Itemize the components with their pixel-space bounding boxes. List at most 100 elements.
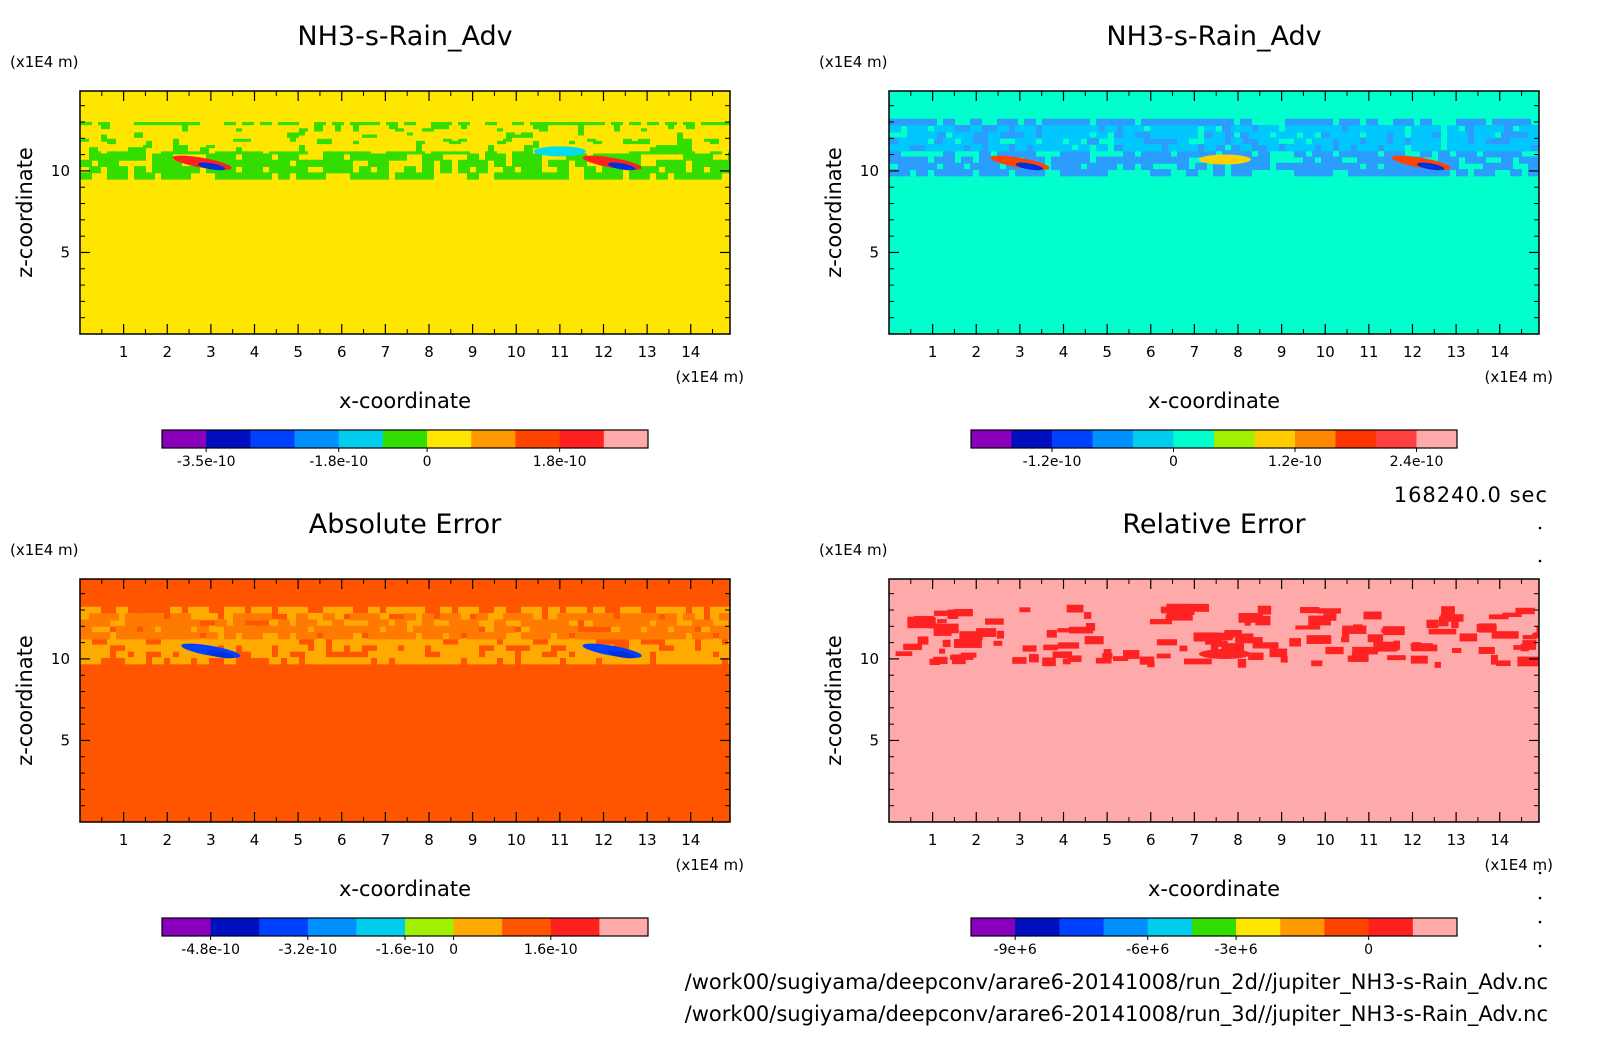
band-cell <box>314 121 326 130</box>
band-cell <box>179 650 191 659</box>
band-cell <box>521 625 533 633</box>
panel-4: Relative Error(x1E4 m)1 2 3 4 5 6 7 8 9 10 11 12 13 1… <box>819 509 1553 958</box>
error-patch <box>1341 636 1350 643</box>
band-cell <box>1150 150 1162 158</box>
band-cell <box>1330 131 1342 139</box>
band-cell <box>368 125 380 133</box>
band-cell <box>934 125 946 133</box>
band-cell <box>629 606 641 614</box>
band-cell <box>134 638 146 646</box>
band-cell <box>1159 137 1171 145</box>
colorbar-swatch <box>1147 918 1193 936</box>
band-cell <box>566 644 578 652</box>
band-cell <box>1393 144 1405 152</box>
band-cell <box>314 644 326 652</box>
band-cell <box>332 166 344 174</box>
band-cell <box>683 613 695 621</box>
band-cell <box>1078 131 1090 139</box>
band-cell <box>1051 131 1063 139</box>
x-unit-label: (x1E4 m) <box>675 856 744 874</box>
band-cell <box>1123 118 1135 126</box>
band-cell <box>332 625 344 634</box>
colorbar-label: -1.8e-10 <box>309 454 368 470</box>
band-cell <box>422 153 434 161</box>
band-cell <box>548 125 560 133</box>
band-cell <box>350 121 362 130</box>
band-cell <box>116 137 128 146</box>
band-cell <box>575 650 587 659</box>
band-cell <box>1123 125 1135 133</box>
error-patch <box>1066 604 1084 613</box>
band-cell <box>215 638 227 646</box>
band-cell <box>206 131 218 139</box>
band-cell <box>485 153 497 161</box>
band-cell <box>1411 169 1423 177</box>
band-cell <box>566 613 578 621</box>
feature-blob <box>533 146 586 157</box>
band-cell <box>1348 150 1360 158</box>
band-cell <box>269 137 281 146</box>
colorbar-swatch <box>502 918 552 936</box>
band-cell <box>1024 118 1036 126</box>
band-cell <box>287 613 299 621</box>
time-label: 168240.0 sec <box>1393 483 1548 507</box>
band-cell <box>1042 125 1054 133</box>
band-cell <box>1411 125 1423 133</box>
band-cell <box>224 638 236 646</box>
band-cell <box>98 144 110 152</box>
band-cell <box>575 644 587 652</box>
band-cell <box>152 137 164 146</box>
band-cell <box>557 650 569 659</box>
band-cell <box>979 169 991 177</box>
band-cell <box>206 137 218 146</box>
colorbar-label: -1.6e-10 <box>376 942 435 958</box>
band-cell <box>503 650 515 659</box>
band-cell <box>701 632 713 640</box>
band-cell <box>368 606 380 614</box>
plot-frame <box>888 90 1540 335</box>
error-patch <box>1317 608 1342 614</box>
band-cell <box>305 650 317 659</box>
band-cell <box>161 619 173 627</box>
band-cell <box>404 638 416 646</box>
band-cell <box>1420 169 1432 177</box>
band-cell <box>548 131 560 139</box>
band-cell <box>350 172 362 180</box>
x-tick-label: 8 <box>1233 343 1243 361</box>
band-cell <box>1474 156 1486 164</box>
band-cell <box>1015 144 1027 152</box>
band-cell <box>143 625 155 634</box>
band-cell <box>89 632 101 640</box>
feature-blob <box>1198 649 1251 660</box>
band-cell <box>1474 131 1486 139</box>
band-cell <box>1528 156 1539 164</box>
band-cell <box>521 125 533 133</box>
band-cell <box>593 613 605 621</box>
band-cell <box>925 144 937 152</box>
band-cell <box>1159 143 1171 152</box>
band-cell <box>386 632 398 640</box>
x-tick-label: 3 <box>1015 343 1025 361</box>
band-cell <box>503 631 515 640</box>
error-patch <box>1248 652 1264 661</box>
band-cell <box>341 131 353 139</box>
band-cell <box>125 638 137 646</box>
band-cell <box>521 657 533 665</box>
x-tick-label: 13 <box>638 343 657 361</box>
panel-2: NH3-s-Rain_Adv(x1E4 m)1 2 3 4 5 6 7 8 9 10 11 12 13 1… <box>819 21 1553 470</box>
band-cell <box>422 638 434 646</box>
band-cell <box>449 125 461 133</box>
band-cell <box>1069 150 1081 158</box>
band-cell <box>1429 125 1441 133</box>
band-cell <box>1132 137 1144 146</box>
colorbar-swatch <box>971 918 1016 936</box>
band-cell <box>125 657 137 665</box>
band-cell <box>242 153 254 161</box>
band-cell <box>1231 169 1243 177</box>
error-patch <box>1160 606 1171 613</box>
band-cell <box>449 625 461 634</box>
x-tick-label: 6 <box>1146 343 1156 361</box>
band-cell <box>476 657 488 665</box>
x-unit-label: (x1E4 m) <box>1484 856 1553 874</box>
band-cell <box>584 131 596 139</box>
